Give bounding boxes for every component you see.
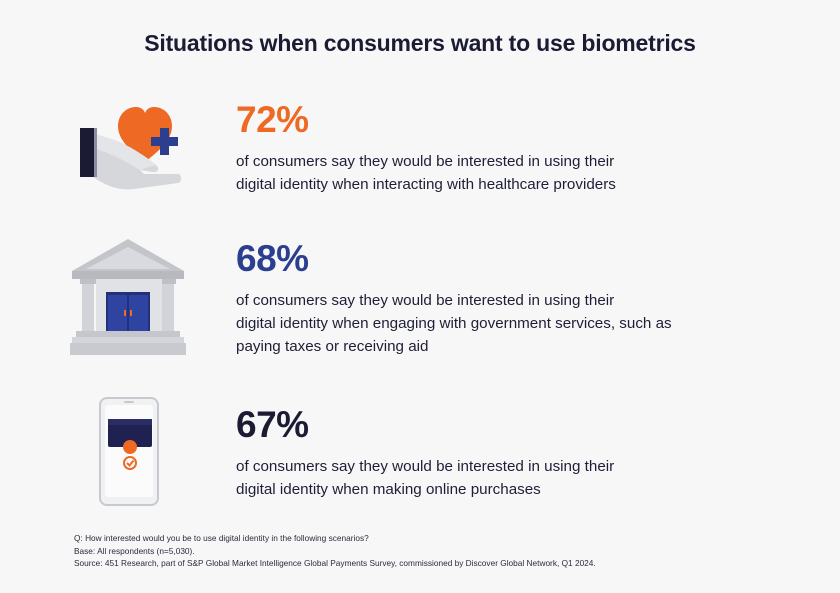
stat-line: of consumers say they would be intereste… xyxy=(236,153,615,170)
stat-percent: 68% xyxy=(236,238,309,279)
stat-line: paying taxes or receiving aid xyxy=(236,338,429,355)
stat-line: of consumers say they would be intereste… xyxy=(236,292,615,309)
stat-percent: 72% xyxy=(236,99,309,140)
footnote-base: Base: All respondents (n=5,030). xyxy=(74,545,195,556)
page-title: Situations when consumers want to use bi… xyxy=(144,30,696,56)
bank-building-icon xyxy=(70,239,186,355)
stat-description: of consumers say they would be intereste… xyxy=(236,289,796,358)
stat-percent: 67% xyxy=(236,404,309,445)
footnote-question: Q: How interested would you be to use di… xyxy=(74,533,369,543)
footnote-source: Source: 451 Research, part of S&P Global… xyxy=(74,558,596,568)
stat-line: digital identity when interacting with h… xyxy=(236,176,616,193)
stat-healthcare: 72% of consumers say they would be inter… xyxy=(236,100,796,196)
stat-description: of consumers say they would be intereste… xyxy=(236,150,796,196)
stat-line: digital identity when making online purc… xyxy=(236,481,541,498)
heart-hand-icon xyxy=(80,107,181,190)
stat-description: of consumers say they would be intereste… xyxy=(236,455,796,501)
stat-online-purchases: 67% of consumers say they would be inter… xyxy=(236,405,796,501)
stat-line: digital identity when engaging with gove… xyxy=(236,315,672,332)
footnote: Q: How interested would you be to use di… xyxy=(74,532,596,570)
smartphone-check-icon xyxy=(99,397,159,506)
stat-line: of consumers say they would be intereste… xyxy=(236,458,615,475)
stat-government: 68% of consumers say they would be inter… xyxy=(236,239,796,358)
